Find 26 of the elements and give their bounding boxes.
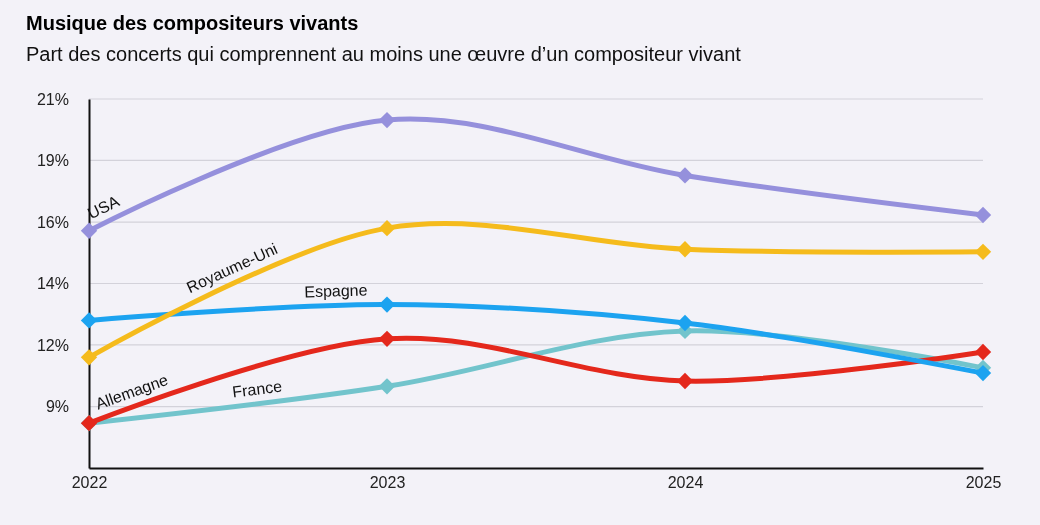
y-tick-label: 19% — [36, 152, 69, 170]
x-tick-label: 2024 — [667, 474, 704, 492]
y-tick-label: 14% — [36, 275, 69, 293]
point — [80, 312, 98, 329]
x-tick-label: 2022 — [71, 474, 108, 492]
point — [378, 219, 396, 237]
y-tick-label: 12% — [36, 336, 69, 354]
point — [974, 343, 992, 361]
y-tick-label: 9% — [45, 398, 69, 416]
y-tick-label: 16% — [36, 213, 69, 231]
x-tick-label: 2025 — [965, 474, 1002, 492]
chart-title: Musique des compositeurs vivants — [26, 12, 359, 34]
point — [676, 314, 694, 332]
point — [974, 206, 992, 224]
x-tick-label: 2023 — [369, 474, 406, 492]
point — [974, 243, 992, 261]
point — [378, 378, 396, 395]
point — [974, 364, 992, 382]
point — [676, 167, 694, 184]
text: USA — [84, 192, 123, 223]
series-label: Espagne — [304, 281, 368, 301]
point — [80, 349, 98, 366]
point — [80, 222, 98, 239]
chart-subtitle: Part des concerts qui comprennent au moins une œuvre d’un compositeur vivant — [26, 43, 742, 65]
y-tick-label: 21% — [36, 90, 69, 108]
text: France — [231, 377, 283, 401]
